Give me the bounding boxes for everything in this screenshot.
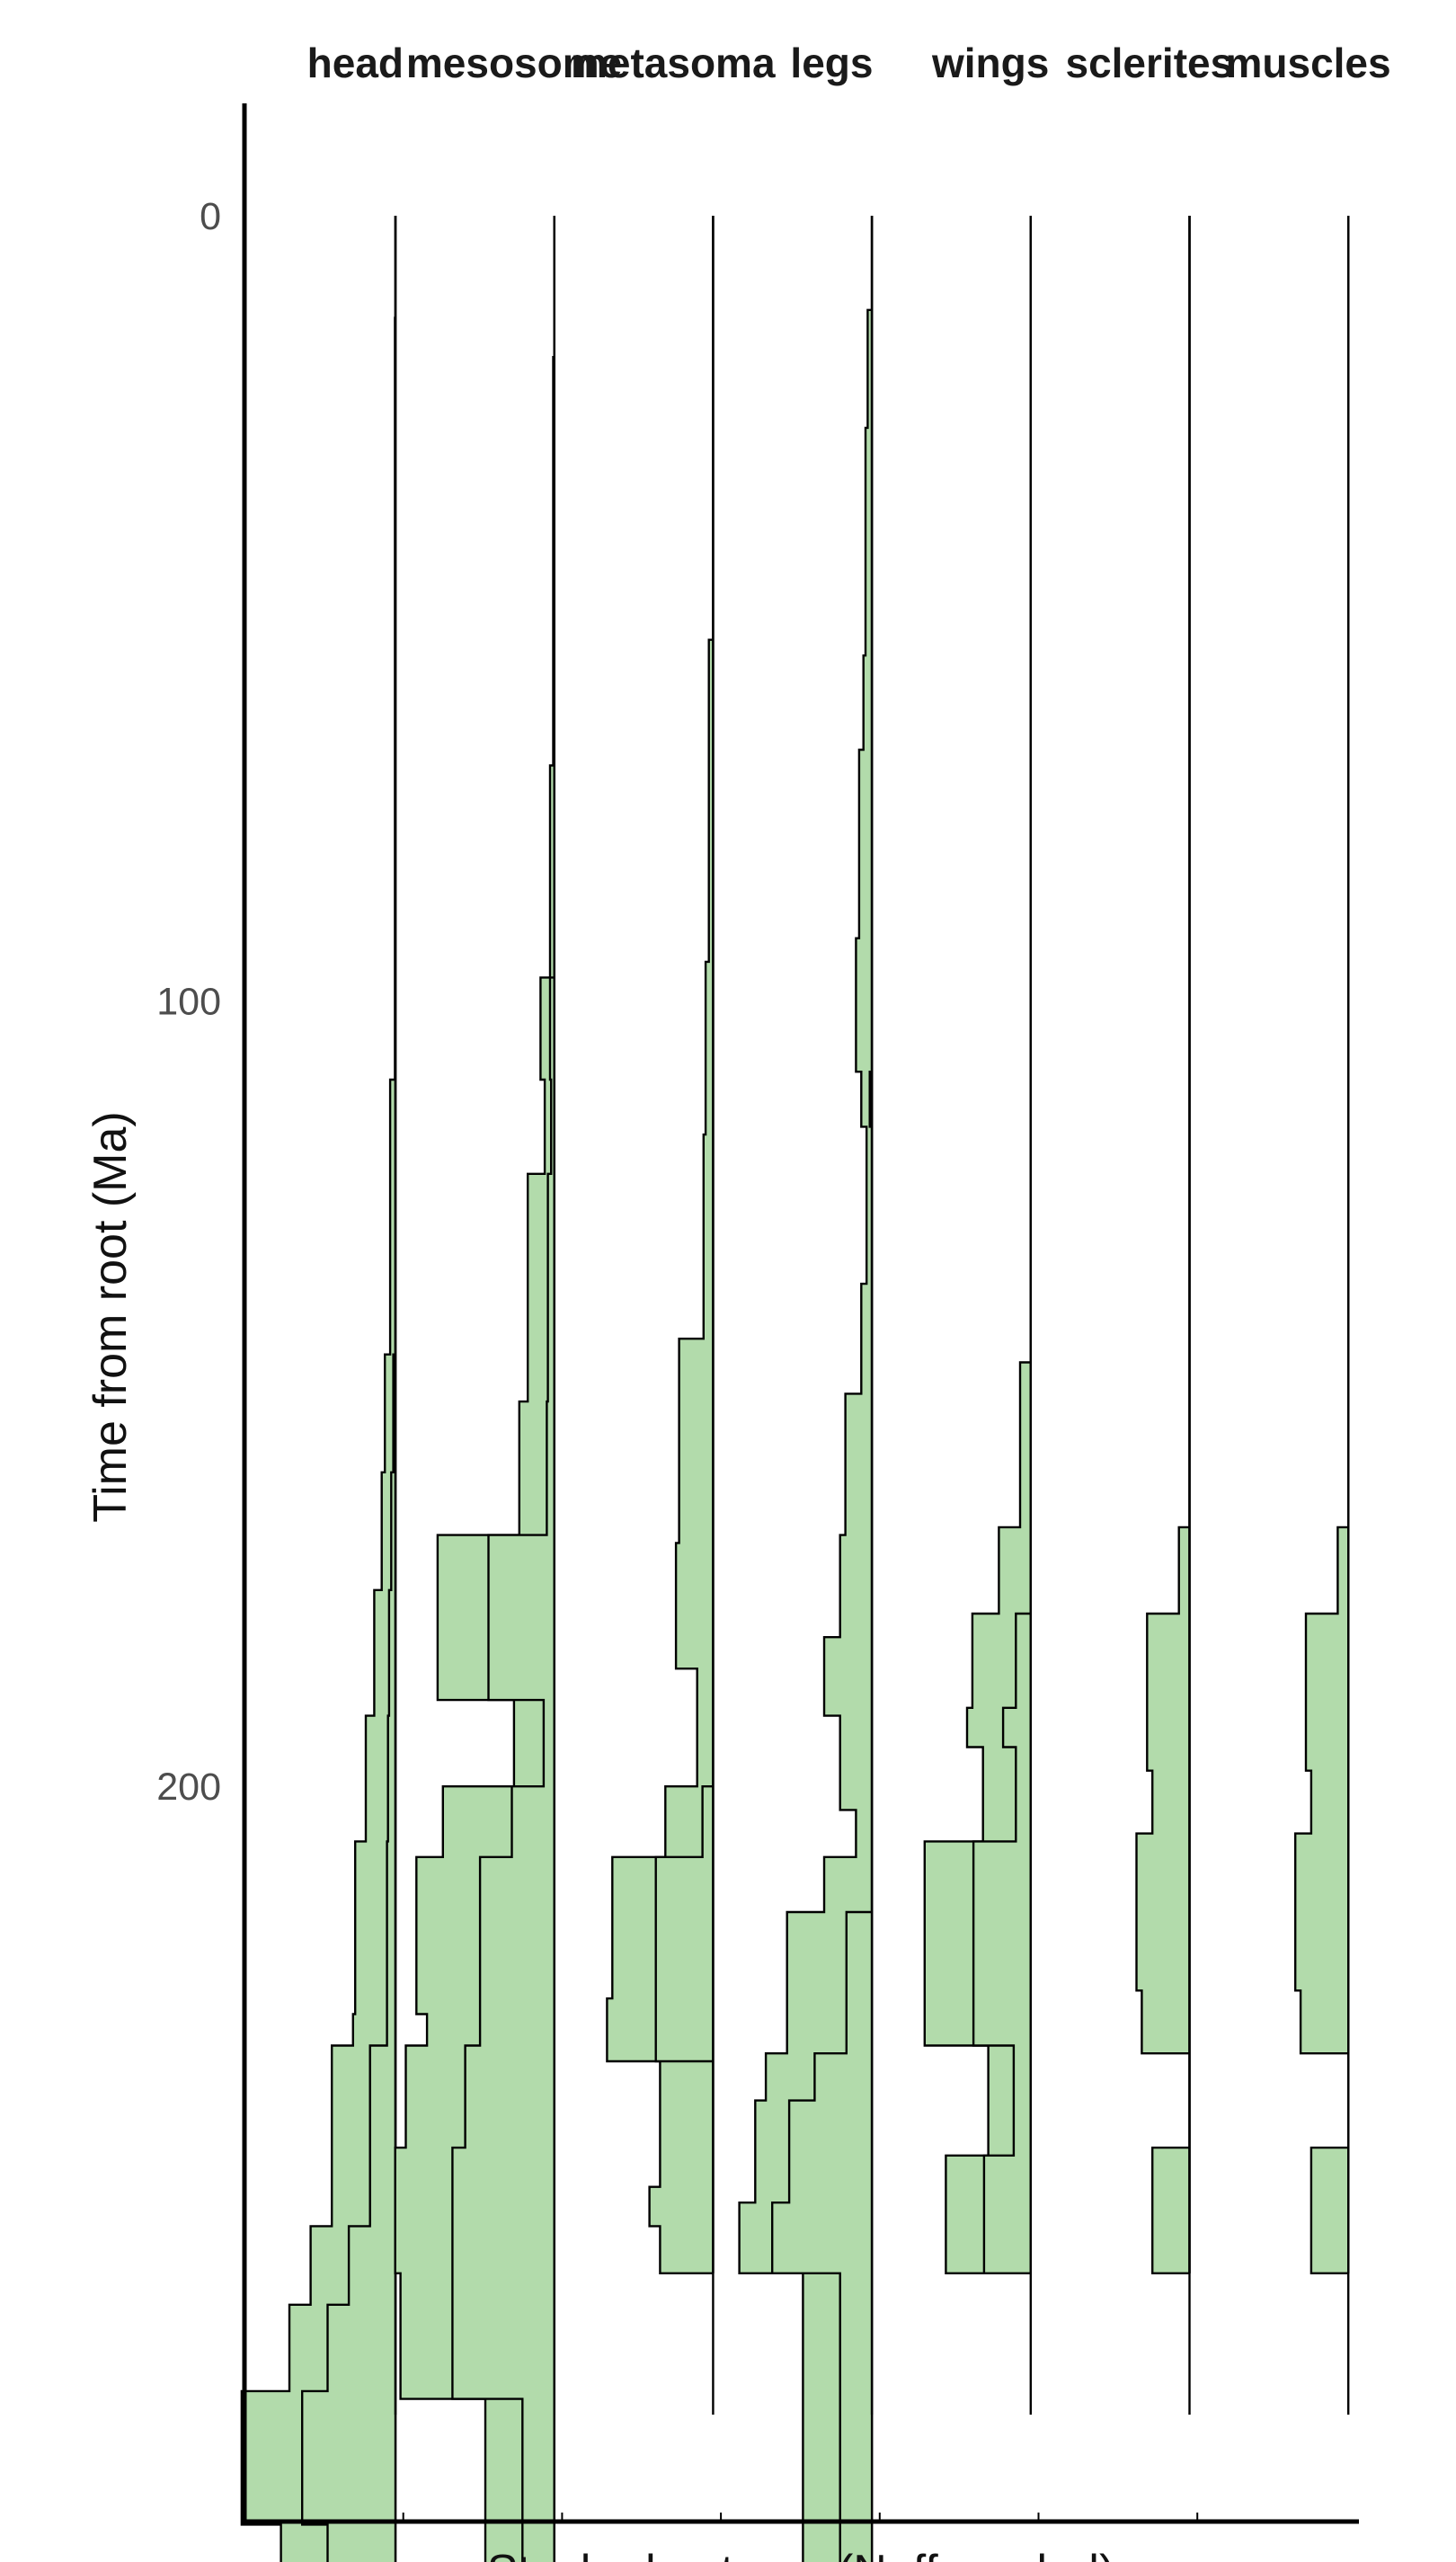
panel-title-sclerites: sclerites [1065, 40, 1233, 86]
panel-muscles [1294, 216, 1350, 2415]
panel-title-mesosome: mesosome [406, 40, 622, 86]
y-axis-ticks: 0 100 200 [156, 195, 221, 1809]
y-axis-title: Time from root (Ma) [84, 1111, 137, 1522]
panel-sclerites [1135, 216, 1191, 2415]
y-tick-label: 100 [156, 981, 221, 1024]
panel-title-muscles: muscles [1225, 40, 1390, 86]
panel-title-head: head [307, 40, 404, 86]
panel-mesosome [394, 216, 555, 2562]
entropy-area-total [923, 216, 1032, 2274]
panel-legs [738, 216, 874, 2562]
panel-title-legs: legs [790, 40, 873, 86]
chart-panels [240, 216, 1350, 2562]
panel-title-wings: wings [931, 40, 1049, 86]
entropy-area-inner [301, 216, 397, 2562]
entropy-area-total [240, 216, 397, 2562]
y-tick-label: 200 [156, 1766, 221, 1809]
panel-wings [923, 216, 1033, 2415]
entropy-area-total [1294, 216, 1350, 2274]
entropy-area-inner [972, 216, 1032, 2274]
panel-title-metasoma: metasoma [571, 40, 776, 86]
x-axis-title: Stacked entropy (Neff_scaled) [487, 2546, 1115, 2562]
panel-head [240, 216, 397, 2562]
panel-metasoma [606, 216, 715, 2415]
chart-axes [242, 103, 1359, 2524]
entropy-area-inner [451, 216, 555, 2562]
entropy-area-total [1135, 216, 1191, 2274]
entropy-area-inner [771, 216, 874, 2562]
entropy-area-total [738, 216, 874, 2562]
y-tick-label: 0 [200, 195, 221, 238]
